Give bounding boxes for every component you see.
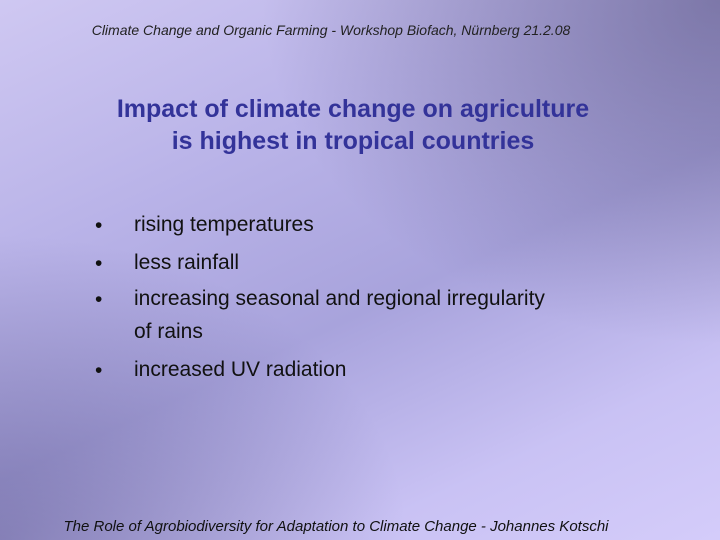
- bullet-marker: •: [95, 288, 103, 311]
- bullet-text: increasing seasonal and regional irregul…: [134, 287, 545, 310]
- bullet-text: increased UV radiation: [134, 358, 347, 381]
- header: Climate Change and Organic Farming - Wor…: [91, 22, 571, 38]
- bullet-marker: •: [95, 214, 103, 237]
- title: Impact of climate change on agriculture …: [0, 93, 706, 157]
- title-line: Impact of climate change on agriculture: [116, 95, 590, 123]
- bullet-text: less rainfall: [134, 251, 240, 274]
- title-line: is highest in tropical countries: [171, 127, 535, 155]
- bullet-text: of rains: [134, 320, 203, 343]
- bullet-text: rising temperatures: [134, 213, 314, 236]
- bullet-marker: •: [95, 252, 103, 275]
- bullet-marker: •: [95, 359, 103, 382]
- footer: The Role of Agrobiodiversity for Adaptat…: [63, 518, 609, 535]
